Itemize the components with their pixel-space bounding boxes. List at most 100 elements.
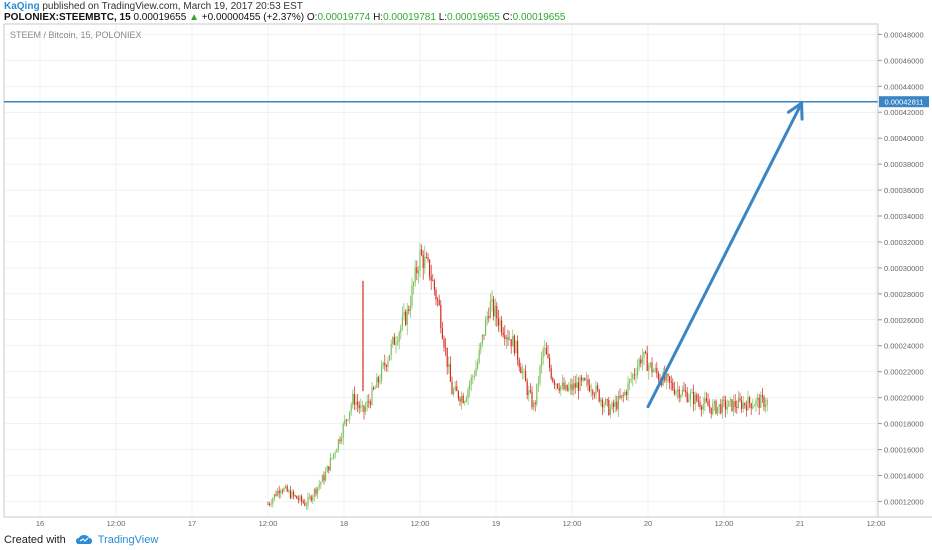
candle-body <box>566 384 568 391</box>
candle-body <box>683 389 685 391</box>
candle-body <box>533 402 535 408</box>
candle-body <box>451 381 453 395</box>
candle-body <box>320 482 322 485</box>
candle-body <box>705 398 707 402</box>
candle-body <box>629 379 631 383</box>
candle-body <box>637 366 639 375</box>
candle-body <box>718 404 720 408</box>
candle-body <box>496 306 498 319</box>
candle-body <box>646 353 648 371</box>
high-label: H: <box>373 12 384 23</box>
author-name[interactable]: KaQing <box>4 1 40 12</box>
candle-body <box>710 407 712 414</box>
candle-body <box>574 383 576 388</box>
x-tick-label: 12:00 <box>715 519 734 528</box>
candle-body <box>281 490 283 492</box>
trend-arrow[interactable] <box>646 101 804 409</box>
symbol-label: POLONIEX:STEEMBTC, 15 <box>4 12 131 23</box>
candle-body <box>313 489 315 497</box>
candle-body <box>385 365 387 368</box>
time-axis[interactable] <box>4 517 878 529</box>
chart-title: STEEM / Bitcoin, 15, POLONIEX <box>10 30 142 40</box>
y-tick-label: 0.00040000 <box>884 134 924 143</box>
candle-body <box>459 398 461 402</box>
candle-body <box>285 486 287 488</box>
candle-body <box>649 362 651 366</box>
candle-body <box>545 348 547 355</box>
candle-body <box>467 389 469 399</box>
candle-body <box>739 398 741 401</box>
candle-body <box>758 397 760 408</box>
candle-body <box>493 299 495 317</box>
price-axis-ticks: 0.00048000 0.00046000 0.00044000 0.00042000… <box>878 30 924 506</box>
candle-body <box>349 411 351 420</box>
candle-body <box>414 267 416 283</box>
candle-body <box>510 339 512 347</box>
candle-body <box>315 489 317 494</box>
candle-body <box>277 490 279 496</box>
candle-body <box>297 498 299 501</box>
candle-body <box>318 484 320 488</box>
candle-body <box>328 466 330 471</box>
candle-body <box>542 349 544 357</box>
candle-body <box>704 398 706 404</box>
candle-body <box>733 401 735 411</box>
candle-body <box>392 336 394 344</box>
candle-body <box>515 340 517 354</box>
candle-body <box>677 389 679 391</box>
candle-body <box>753 405 755 407</box>
candle-body <box>681 389 683 396</box>
candle-body <box>721 399 723 414</box>
candle-body <box>438 300 440 306</box>
candle-body <box>488 316 490 318</box>
candle-body <box>715 401 717 414</box>
candle-body <box>696 394 698 401</box>
candle-body <box>291 491 293 498</box>
candle-body <box>651 362 653 373</box>
low-label: L: <box>438 12 448 23</box>
candle-body <box>513 335 515 354</box>
candle-body <box>384 362 386 366</box>
tradingview-link[interactable]: TradingView <box>97 534 159 546</box>
candle-body <box>437 299 439 301</box>
candle-body <box>299 496 301 501</box>
candle-body <box>635 374 637 376</box>
candle-body <box>571 384 573 391</box>
candle-body <box>344 419 346 425</box>
price-tag-label: 0.00042811 <box>884 97 923 106</box>
candle-body <box>369 402 371 405</box>
candle-body <box>576 382 578 388</box>
candle-body <box>462 395 464 404</box>
change-value: +0.00000455 (+2.37%) <box>201 12 305 23</box>
plot-area[interactable] <box>3 23 879 518</box>
publish-info: KaQing published on TradingView.com, Mar… <box>4 1 303 12</box>
x-tick-label: 17 <box>188 519 196 528</box>
candle-body <box>411 285 413 307</box>
candle-body <box>641 357 643 364</box>
candle-body <box>619 395 621 398</box>
candle-body <box>469 384 471 390</box>
candle-body <box>624 391 626 396</box>
candle-body <box>379 380 381 383</box>
candle-body <box>539 366 541 384</box>
candle-body <box>480 342 482 350</box>
candle-body <box>582 378 584 381</box>
candle-body <box>558 387 560 391</box>
x-tick-label: 19 <box>492 519 500 528</box>
close-label: C: <box>502 12 513 23</box>
candle-body <box>302 501 304 503</box>
candle-body <box>441 328 443 339</box>
x-tick-label: 20 <box>644 519 652 528</box>
candle-body <box>381 365 383 381</box>
candle-body <box>499 320 501 326</box>
candle-body <box>603 404 605 408</box>
candle-body <box>429 259 431 277</box>
candle-body <box>283 487 285 492</box>
candle-body <box>361 405 363 407</box>
candle-body <box>353 393 355 405</box>
candle-body <box>425 257 427 258</box>
candle-body <box>363 405 365 412</box>
candle-body <box>405 311 407 325</box>
candle-body <box>446 347 448 367</box>
